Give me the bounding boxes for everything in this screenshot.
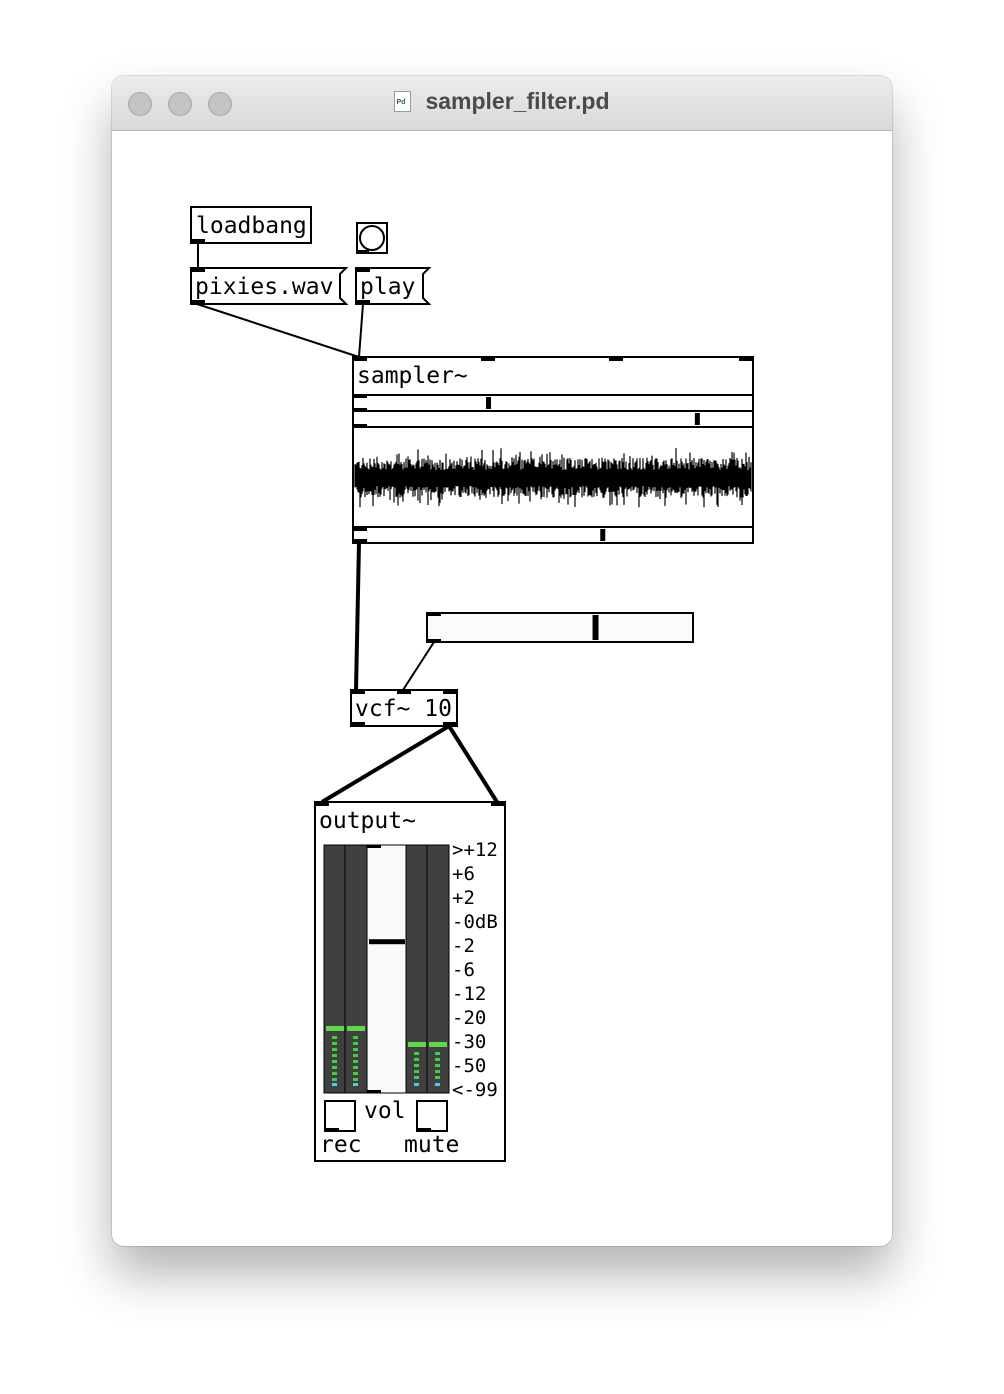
playhead-slider[interactable]	[353, 526, 753, 541]
meter-scale-label: +6	[452, 863, 475, 885]
meter-scale-label: >+12	[452, 839, 498, 861]
meter-scale-label: +2	[452, 887, 475, 909]
close-button[interactable]	[128, 92, 152, 116]
connection-vcf-to-output-left[interactable]	[320, 724, 451, 804]
pd-document-icon	[394, 91, 412, 112]
meter-segment	[332, 1042, 337, 1045]
meter-segment	[414, 1076, 419, 1079]
window-title: sampler_filter.pd	[112, 88, 892, 115]
play-message-label: play	[360, 274, 415, 300]
mute-toggle[interactable]	[416, 1100, 448, 1132]
meter-scale-label: -30	[452, 1031, 486, 1053]
meter-segment	[414, 1052, 419, 1055]
waveform-path	[354, 448, 752, 508]
level-meter-right	[405, 844, 450, 1094]
meter-peak-marker	[408, 1042, 426, 1047]
meter-segment	[332, 1054, 337, 1057]
output-label: output~	[319, 808, 416, 834]
meter-segment	[435, 1058, 440, 1061]
meter-segment	[332, 1066, 337, 1069]
meter-floor-segment	[414, 1083, 419, 1086]
meter-peak-marker	[326, 1026, 344, 1031]
meter-scale-label: -50	[452, 1055, 486, 1077]
connection-file-to-sampler[interactable]	[196, 303, 360, 358]
meter-segment	[353, 1042, 358, 1045]
rec-label: rec	[320, 1132, 362, 1158]
cutoff-hslider[interactable]	[426, 612, 694, 643]
minimize-button[interactable]	[168, 92, 192, 116]
output-object[interactable]: output~ >+12+6+2-0dB-2-6-12-20-30-50<-99	[314, 801, 506, 1162]
meter-segment	[332, 1078, 337, 1081]
meter-scale-label: <-99	[452, 1079, 498, 1101]
meter-segment	[353, 1036, 358, 1039]
vcf-label: vcf~ 10	[355, 696, 452, 722]
play-message[interactable]: play	[355, 267, 432, 305]
meter-segment	[332, 1072, 337, 1075]
volume-slider[interactable]	[366, 844, 408, 1094]
meter-segment	[353, 1078, 358, 1081]
connection-vcf-to-output-right[interactable]	[447, 724, 499, 804]
meter-segment	[353, 1048, 358, 1051]
meter-scale-label: -2	[452, 935, 475, 957]
file-message[interactable]: pixies.wav	[190, 267, 349, 305]
level-meter-left	[323, 844, 368, 1094]
meter-scale-label: -12	[452, 983, 486, 1005]
meter-segment	[414, 1058, 419, 1061]
bang-circle-icon	[359, 225, 385, 251]
waveform-display	[354, 448, 752, 508]
connection-play-to-sampler[interactable]	[358, 303, 364, 358]
meter-segment	[435, 1064, 440, 1067]
meter-segment	[435, 1076, 440, 1079]
connection-sampler-to-vcf[interactable]	[354, 542, 361, 691]
meter-segment	[435, 1070, 440, 1073]
pd-patch-window: sampler_filter.pd loadbang	[112, 76, 892, 1246]
meter-segment	[353, 1072, 358, 1075]
meter-segment	[414, 1070, 419, 1073]
meter-peak-marker	[347, 1026, 365, 1031]
meter-scale: >+12+6+2-0dB-2-6-12-20-30-50<-99	[452, 839, 498, 1101]
sampler-object[interactable]: sampler~	[352, 356, 754, 544]
loadbang-label: loadbang	[196, 213, 307, 239]
meter-segment	[353, 1060, 358, 1063]
meter-scale-label: -20	[452, 1007, 486, 1029]
patch-canvas[interactable]: loadbang pixies.wav play s	[112, 130, 892, 1246]
title-bar: sampler_filter.pd	[112, 76, 892, 131]
meter-scale-label: -0dB	[452, 911, 498, 933]
connections	[196, 243, 499, 804]
window-title-text: sampler_filter.pd	[425, 88, 610, 114]
connection-slider-to-vcf[interactable]	[402, 641, 435, 691]
meter-segment	[435, 1052, 440, 1055]
meter-segment	[332, 1048, 337, 1051]
mute-label: mute	[404, 1132, 459, 1158]
loadbang-object[interactable]: loadbang	[190, 206, 312, 244]
meter-peak-marker	[429, 1042, 447, 1047]
rec-toggle[interactable]	[324, 1100, 356, 1132]
file-message-label: pixies.wav	[195, 274, 333, 300]
meter-floor-segment	[435, 1083, 440, 1086]
vcf-object[interactable]: vcf~ 10	[350, 689, 458, 727]
meter-segment	[353, 1054, 358, 1057]
bang-button[interactable]	[356, 222, 388, 254]
meter-segment	[332, 1060, 337, 1063]
end-slider[interactable]	[353, 413, 753, 428]
zoom-button[interactable]	[208, 92, 232, 116]
start-slider[interactable]	[353, 397, 753, 412]
sampler-label: sampler~	[357, 363, 468, 389]
meter-segment	[332, 1036, 337, 1039]
vol-label: vol	[364, 1098, 406, 1124]
meter-segment	[414, 1064, 419, 1067]
meter-floor-segment	[353, 1083, 358, 1086]
meter-scale-label: -6	[452, 959, 475, 981]
meter-floor-segment	[332, 1083, 337, 1086]
meter-segment	[353, 1066, 358, 1069]
